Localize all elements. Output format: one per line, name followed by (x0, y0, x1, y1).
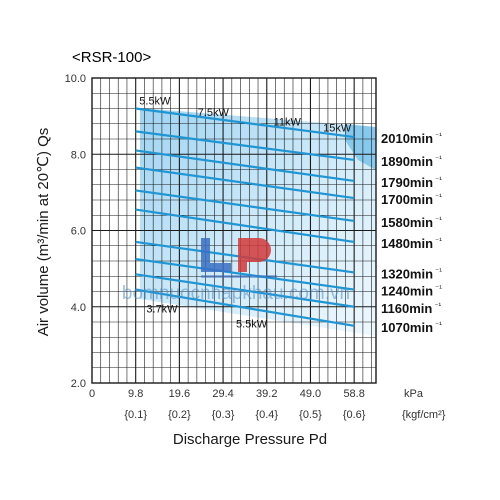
x-secondary-tick-label: {0.5} (299, 409, 322, 421)
chart-title: <RSR-100> (72, 49, 151, 66)
x-unit-label: kPa (404, 388, 424, 400)
y-tick-label: 6.0 (71, 226, 86, 238)
series-line-1700 (135, 166, 355, 200)
motor-power-label: 5.5kW (139, 96, 171, 108)
x-tick-label: 0 (89, 388, 95, 400)
x-tick-label: 19.6 (169, 388, 190, 400)
series-line-1890 (135, 130, 355, 162)
watermark-text: bomnuocnhapkhau.com.vn (122, 283, 350, 304)
x-tick-label: 29.4 (212, 388, 233, 400)
series-line-1580 (135, 189, 355, 223)
x-axis-label: Discharge Pressure Pd (173, 431, 327, 448)
speed-labels: 2010min ⁻¹ 1890min ⁻¹ 1790min ⁻¹ 1700min ⁻¹ 1580… (381, 131, 442, 335)
operating-region-upper-right (345, 124, 376, 170)
x-tick-label: 39.2 (256, 388, 277, 400)
speed-label-1580: 1580min ⁻¹ (381, 215, 442, 230)
series-line-1240 (135, 258, 355, 291)
x-secondary-tick-label: {0.1} (124, 409, 147, 421)
plot-frame (91, 77, 377, 384)
x-tick-label: 58.8 (343, 388, 364, 400)
motor-power-labels: 5.5kW 7.5kW 11kW 15kW 3.7kW 5.5kW (139, 96, 352, 331)
speed-label-1160: 1160min ⁻¹ (381, 301, 442, 316)
series-line-1070 (135, 288, 355, 327)
speed-label-1790: 1790min ⁻¹ (381, 175, 442, 190)
speed-label-1890: 1890min ⁻¹ (381, 154, 442, 169)
speed-label-1480: 1480min ⁻¹ (381, 236, 442, 251)
series-line-1480 (135, 208, 355, 244)
x-tick-label: 9.8 (128, 388, 143, 400)
y-axis-label: Air volume (m³/min at 20℃) Qs (35, 128, 52, 337)
speed-label-1700: 1700min ⁻¹ (381, 192, 442, 207)
y-tick-label: 10.0 (65, 73, 86, 85)
x-tick-label: 49.0 (300, 388, 321, 400)
series-line-2010 (135, 107, 355, 139)
motor-power-label: 3.7kW (146, 303, 178, 315)
x-secondary-tick-labels: {0.1} {0.2} {0.3} {0.4} {0.5} {0.6} (124, 409, 365, 421)
x-secondary-tick-label: {0.4} (255, 409, 278, 421)
series-line-1790 (135, 149, 355, 183)
y-tick-label: 2.0 (71, 378, 86, 390)
watermark-logo (201, 238, 277, 278)
speed-label-1240: 1240min ⁻¹ (381, 284, 442, 299)
x-secondary-tick-label: {0.6} (343, 409, 366, 421)
y-tick-labels: 2.0 4.0 6.0 8.0 10.0 (65, 73, 86, 390)
x-tick-labels: 0 9.8 19.6 29.4 39.2 49.0 58.8 (89, 388, 365, 400)
x-secondary-unit-label: {kgf/cm²} (402, 409, 446, 421)
y-tick-label: 8.0 (71, 149, 86, 161)
series-line-1160 (135, 273, 355, 308)
x-secondary-tick-label: {0.3} (212, 409, 235, 421)
speed-label-1320: 1320min ⁻¹ (381, 266, 442, 281)
speed-label-2010: 2010min ⁻¹ (381, 131, 442, 146)
motor-power-label: 5.5kW (236, 319, 268, 331)
motor-power-label: 11kW (274, 117, 302, 129)
motor-power-label: 7.5kW (198, 107, 230, 119)
motor-power-label: 15kW (323, 122, 352, 134)
x-secondary-tick-label: {0.2} (168, 409, 191, 421)
y-tick-label: 4.0 (71, 302, 86, 314)
speed-label-1070: 1070min ⁻¹ (381, 320, 442, 335)
